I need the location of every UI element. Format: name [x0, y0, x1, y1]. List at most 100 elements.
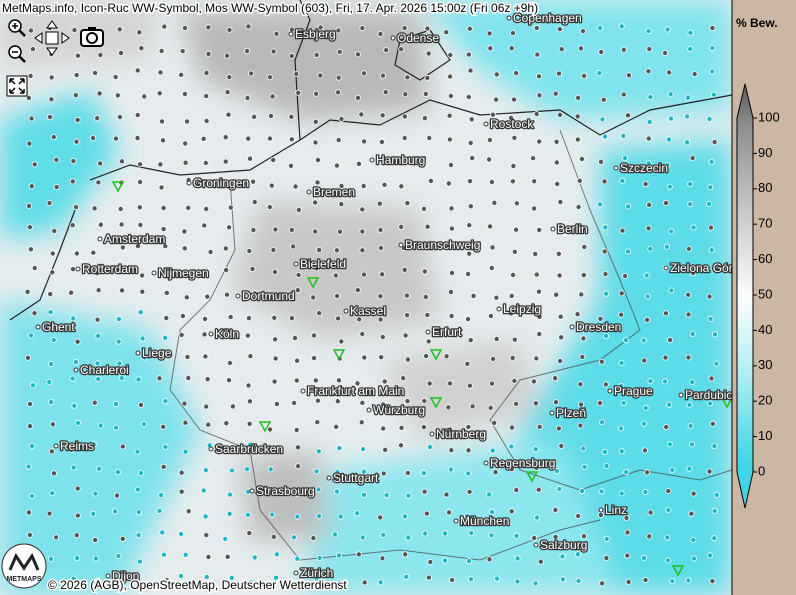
- weather-symbol: [380, 470, 387, 477]
- weather-symbol: [447, 466, 454, 473]
- weather-symbol: [337, 513, 344, 520]
- weather-symbol: [315, 486, 322, 493]
- weather-symbol: [691, 71, 698, 78]
- tick-label: 50: [758, 286, 772, 301]
- weather-symbol: [312, 228, 319, 235]
- weather-symbol: [207, 248, 214, 255]
- weather-symbol: [272, 336, 279, 343]
- weather-symbol: [597, 201, 604, 208]
- weather-symbol: [552, 90, 559, 97]
- weather-symbol: [641, 357, 648, 364]
- weather-symbol: [74, 338, 81, 345]
- copyright: © 2026 (AGB), OpenStreetMap, Deutscher W…: [48, 578, 347, 592]
- weather-symbol: [664, 557, 671, 564]
- weather-symbol: [665, 488, 672, 495]
- weather-symbol: [619, 227, 626, 234]
- weather-symbol: [293, 426, 300, 433]
- city-label: Nijmegen: [158, 266, 209, 280]
- snapshot[interactable]: [80, 27, 104, 47]
- weather-symbol: [535, 288, 542, 295]
- city-dot: [306, 189, 312, 195]
- weather-symbol: [376, 200, 383, 207]
- weather-symbol: [272, 226, 279, 233]
- weather-symbol: [73, 250, 80, 257]
- weather-symbol: [487, 223, 494, 230]
- weather-symbol: [134, 574, 141, 581]
- weather-symbol: [291, 580, 298, 587]
- weather-symbol: [336, 552, 343, 559]
- weather-symbol: [448, 225, 455, 232]
- city-dot: [496, 306, 502, 312]
- weather-symbol: [620, 91, 627, 98]
- weather-symbol: [711, 507, 718, 514]
- weather-symbol: [402, 551, 409, 558]
- pan[interactable]: [34, 20, 70, 56]
- weather-symbol: [294, 555, 301, 562]
- weather-symbol: [575, 577, 582, 584]
- weather-symbol: [709, 578, 716, 585]
- weather-symbol: [421, 155, 428, 162]
- city-dot: [550, 226, 556, 232]
- city-label: Stuttgart: [333, 471, 379, 485]
- weather-symbol: [467, 139, 474, 146]
- weather-symbol: [244, 47, 251, 54]
- weather-symbol: [514, 555, 521, 562]
- weather-symbol: [229, 444, 236, 451]
- weather-symbol: [31, 161, 38, 168]
- weather-symbol: [248, 70, 255, 77]
- rain-symbol: [720, 397, 734, 409]
- weather-symbol: [489, 447, 496, 454]
- weather-symbol: [50, 134, 57, 141]
- weather-symbol: [446, 136, 453, 143]
- weather-symbol: [487, 45, 494, 52]
- weather-symbol: [51, 227, 58, 234]
- weather-symbol: [536, 73, 543, 80]
- weather-symbol: [602, 133, 609, 140]
- weather-symbol: [425, 338, 432, 345]
- weather-symbol: [288, 315, 295, 322]
- weather-symbol: [140, 421, 147, 428]
- fullscreen[interactable]: [6, 75, 28, 97]
- weather-symbol: [536, 226, 543, 233]
- weather-symbol: [510, 271, 517, 278]
- weather-symbol: [202, 467, 209, 474]
- rain-symbol: [429, 349, 443, 361]
- weather-symbol: [421, 115, 428, 122]
- weather-symbol: [709, 420, 716, 427]
- weather-symbol: [663, 199, 670, 206]
- city-label: Zürich: [300, 566, 333, 580]
- city-label: Hamburg: [376, 153, 425, 167]
- weather-symbol: [333, 423, 340, 430]
- weather-symbol: [51, 470, 58, 477]
- zoom-in[interactable]: [8, 19, 26, 37]
- weather-symbol: [441, 530, 448, 537]
- weather-symbol: [225, 111, 232, 118]
- weather-symbol: [447, 161, 454, 168]
- weather-symbol: [559, 553, 566, 560]
- weather-symbol: [271, 314, 278, 321]
- weather-symbol: [95, 179, 102, 186]
- weather-symbol: [404, 398, 411, 405]
- weather-symbol: [245, 23, 252, 30]
- weather-symbol: [685, 94, 692, 101]
- weather-symbol: [530, 378, 537, 385]
- weather-symbol: [685, 291, 692, 298]
- city-label: Szczecin: [620, 161, 668, 175]
- weather-symbol: [292, 183, 299, 190]
- weather-symbol: [642, 577, 649, 584]
- weather-symbol: [359, 25, 366, 32]
- weather-symbol: [531, 178, 538, 185]
- weather-symbol: [91, 399, 98, 406]
- weather-symbol: [486, 556, 493, 563]
- zoom-out[interactable]: [8, 45, 26, 63]
- weather-symbol: [710, 91, 717, 98]
- weather-symbol: [70, 575, 77, 582]
- weather-symbol: [690, 224, 697, 231]
- city-label: Esbjerg: [295, 27, 336, 41]
- weather-symbol: [420, 205, 427, 212]
- weather-symbol: [625, 72, 632, 79]
- weather-symbol: [511, 336, 518, 343]
- weather-symbol: [162, 334, 169, 341]
- weather-symbol: [90, 510, 97, 517]
- weather-symbol: [222, 158, 229, 165]
